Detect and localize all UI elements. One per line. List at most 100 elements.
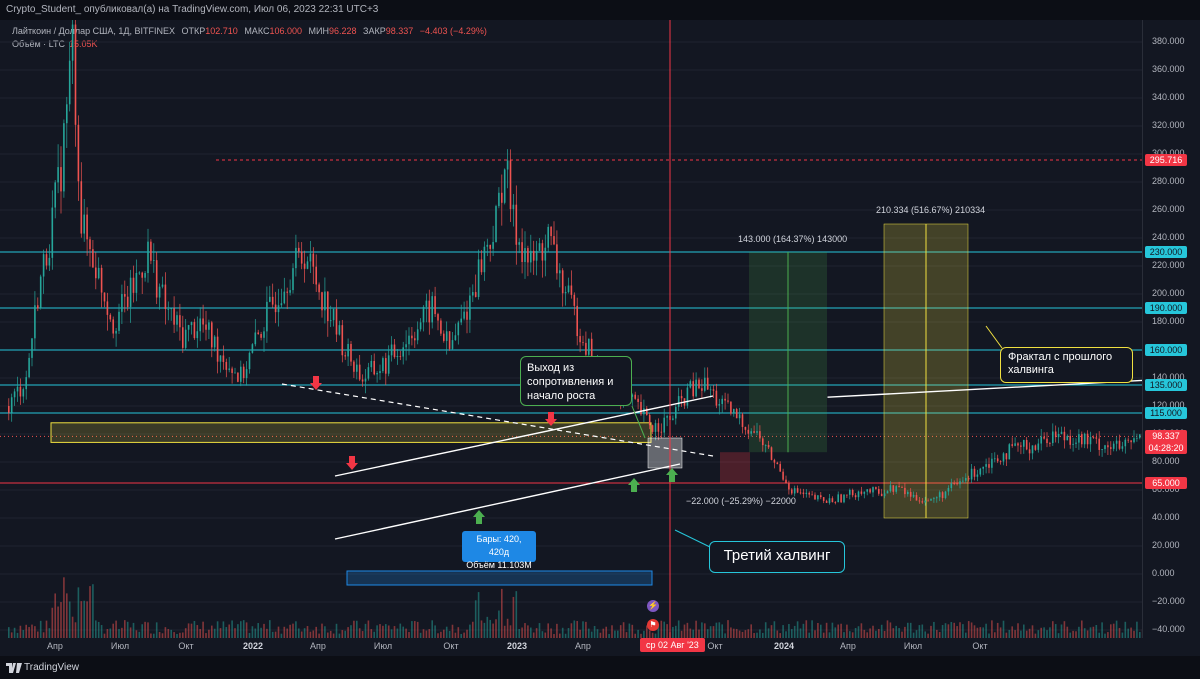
y-tick-label: 120.000 (1152, 400, 1185, 410)
candle-body (944, 491, 947, 498)
candle-body (959, 481, 961, 485)
volume-bar (660, 620, 663, 638)
volume-bar (1124, 621, 1127, 638)
candle-body (849, 489, 851, 495)
volume-bar (704, 623, 706, 638)
candle-body (721, 398, 723, 405)
y-tick-label: 340.000 (1152, 92, 1185, 102)
volume-bar (68, 601, 71, 638)
candle-body (1104, 445, 1106, 450)
candle-body (39, 276, 42, 309)
candle-body (672, 418, 674, 420)
volume-bar (791, 629, 793, 638)
bars-range-label: Бары: 420, 420д Объём 11.103M (462, 531, 536, 570)
volume-bar (10, 632, 13, 638)
price-chart[interactable] (0, 20, 1142, 638)
volume-bar (994, 632, 996, 638)
candle-body (898, 486, 900, 488)
volume-bar (353, 620, 355, 638)
candle-body (883, 493, 886, 497)
candle-body (837, 494, 839, 503)
volume-bar (1118, 627, 1121, 638)
volume-bar (936, 629, 938, 638)
close-label: ЗАКР (363, 26, 386, 36)
candle-body (411, 335, 413, 339)
candle-body (657, 423, 660, 432)
breakout-annotation[interactable]: Выход из сопротивления и начало роста (520, 356, 632, 406)
candle-body (996, 458, 999, 462)
candle-body (1002, 453, 1005, 462)
volume-bar (251, 626, 254, 638)
volume-bar (138, 631, 141, 638)
candle-body (303, 263, 306, 269)
candle-body (518, 242, 520, 245)
volume-bar (996, 622, 999, 638)
volume-bar (973, 625, 976, 638)
price-scale[interactable] (1142, 20, 1200, 638)
breakout-highlight (647, 437, 683, 469)
candle-body (962, 480, 964, 482)
price-badge: 65.000 (1145, 477, 1187, 489)
volume-bar (280, 633, 283, 638)
candle-body (637, 398, 639, 402)
fractal-annotation[interactable]: Фрактал с прошлого халвинга (1000, 347, 1133, 383)
candle-body (973, 468, 976, 477)
measure-yellow-label: 210.334 (516.67%) 210334 (876, 205, 986, 215)
candle-body (176, 315, 178, 325)
flag-icon[interactable]: ⚑ (647, 619, 659, 631)
volume-bar (648, 630, 651, 638)
candle-body (538, 243, 541, 251)
volume-bar (393, 626, 396, 638)
candle-body (762, 438, 764, 446)
candle-body (1034, 445, 1037, 450)
volume-bar (141, 624, 143, 638)
candle-body (1066, 435, 1069, 441)
candle-body (1023, 440, 1025, 447)
volume-bar (559, 633, 561, 638)
candle-body (854, 495, 857, 498)
volume-bar (938, 632, 941, 638)
candle-body (912, 494, 915, 497)
volume-bar (712, 626, 715, 638)
volume-bar (727, 620, 729, 638)
candle-body (753, 431, 755, 433)
volume-bar (767, 628, 770, 638)
volume-bar (686, 622, 689, 638)
candle-body (701, 388, 703, 391)
candle-body (791, 489, 793, 494)
candle-body (124, 294, 126, 297)
lightning-icon[interactable]: ⚡ (647, 600, 659, 612)
volume-bar (231, 620, 233, 638)
volume-bar (541, 631, 544, 638)
candle-body (63, 123, 65, 192)
candle-body (756, 431, 758, 433)
candle-body (802, 492, 805, 494)
volume-bar (898, 627, 900, 638)
volume-bar (611, 625, 613, 638)
volume-bar (579, 629, 581, 638)
candle-body (472, 292, 474, 296)
volume-bar (16, 632, 19, 638)
candle-body (42, 254, 45, 277)
candle-body (57, 167, 59, 183)
volume-bar (947, 624, 950, 638)
publisher-bar: Crypto_Student_ опубликовал(а) на Tradin… (0, 0, 1200, 20)
candle-body (182, 327, 184, 348)
volume-bar (788, 624, 790, 638)
volume-bar (408, 632, 410, 638)
candle-body (222, 355, 225, 362)
volume-bar (213, 628, 216, 638)
tradingview-brand[interactable]: TradingView (24, 662, 80, 673)
volume-bar (405, 628, 407, 638)
candle-body (341, 325, 344, 356)
volume-bar (1037, 630, 1040, 638)
buy-arrow-icon (628, 478, 640, 492)
candle-body (463, 311, 465, 319)
candle-body (118, 311, 120, 331)
candle-body (579, 336, 581, 343)
candle-body (956, 483, 958, 485)
candle-body (553, 236, 555, 245)
candle-body (1008, 444, 1011, 460)
halving-annotation[interactable]: Третий халвинг (709, 541, 845, 573)
volume-bar (709, 626, 712, 638)
